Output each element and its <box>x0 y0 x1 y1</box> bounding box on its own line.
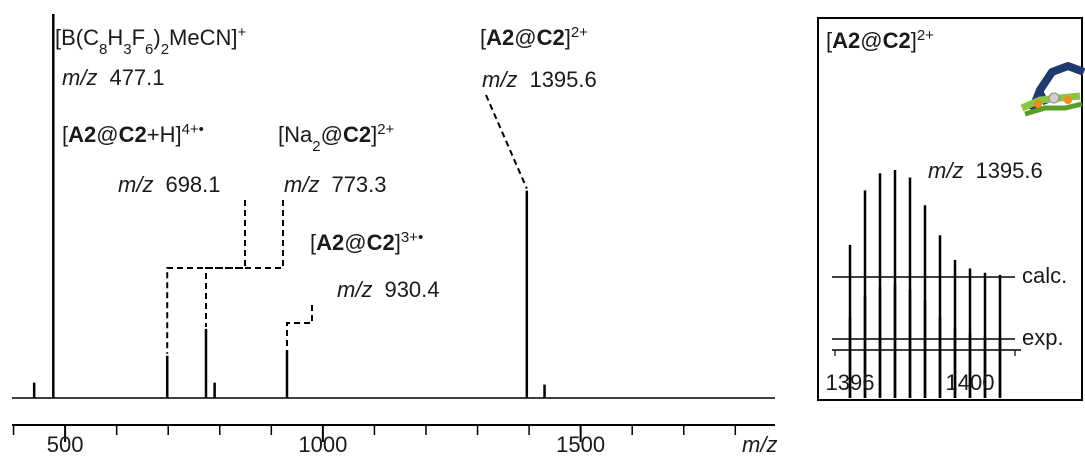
mz-label: m/z 698.1 <box>118 172 221 197</box>
x-tick-label: 500 <box>47 432 84 454</box>
label-part: A2 <box>832 28 860 53</box>
label-part: A2 <box>316 230 344 255</box>
mz-label: m/z 1395.6 <box>482 67 597 92</box>
molecule-guest <box>1049 93 1059 103</box>
label-part: 2+ <box>377 121 394 138</box>
label-part: + <box>238 24 247 41</box>
annotation-label: [B(C8H3F6)2MeCN]+ <box>55 24 247 58</box>
mz-label: m/z 773.3 <box>284 172 387 197</box>
x-tick-label: 1400 <box>946 370 995 395</box>
label-part: C2 <box>343 122 371 147</box>
label-part: 2 <box>161 41 169 58</box>
annotation-label: [A2@C2]3+• <box>310 229 423 256</box>
legend-label: exp. <box>1022 325 1064 350</box>
label-part: C2 <box>119 122 147 147</box>
molecule <box>1022 66 1084 114</box>
label-part: C2 <box>537 25 565 50</box>
mz-symbol: m/z <box>118 172 153 197</box>
label-part: @ <box>344 230 366 255</box>
mz-symbol: m/z <box>482 67 517 92</box>
leader-line <box>287 305 312 348</box>
label-part: H <box>107 25 123 50</box>
molecule-atom <box>1064 96 1072 104</box>
mz-label: m/z 1395.6 <box>928 158 1043 183</box>
label-part: 2+ <box>571 24 588 41</box>
annotation-label: [A2@C2]2+ <box>480 24 588 51</box>
mz-symbol: m/z <box>284 172 319 197</box>
label-part: @ <box>96 122 118 147</box>
mz-value: 477.1 <box>109 65 164 90</box>
mz-value: 773.3 <box>331 172 386 197</box>
label-part: @ <box>860 28 882 53</box>
label-part: C2 <box>367 230 395 255</box>
inset-title: [A2@C2]2+ <box>826 27 934 54</box>
label-part: C2 <box>883 28 911 53</box>
x-tick-label: 1000 <box>298 432 347 454</box>
legend-label: calc. <box>1022 263 1067 288</box>
mz-symbol: m/z <box>928 158 963 183</box>
x-axis-label: m/z <box>742 432 777 454</box>
mz-value: 698.1 <box>165 172 220 197</box>
label-part: 8 <box>99 41 107 58</box>
label-part: 3 <box>123 41 131 58</box>
x-tick-label: 1396 <box>826 370 875 395</box>
label-part: @ <box>514 25 536 50</box>
label-part: F <box>132 25 145 50</box>
annotation-label: [A2@C2+H]4+• <box>62 121 204 148</box>
figure: m/z 50010001500[B(C8H3F6)2MeCN]+m/z477.1… <box>0 0 1085 454</box>
label-part: [B(C <box>55 25 99 50</box>
leader-line <box>486 95 527 189</box>
label-part: 2+ <box>917 27 934 44</box>
label-part: A2 <box>486 25 514 50</box>
label-part: 3+• <box>401 229 423 246</box>
molecule-atom <box>1034 100 1042 108</box>
label-part: 4+• <box>182 121 204 138</box>
label-part: ) <box>153 25 160 50</box>
mz-value: 1395.6 <box>975 158 1042 183</box>
mz-label: m/z 477.1 <box>62 65 165 90</box>
label-part: MeCN] <box>169 25 237 50</box>
mz-label: m/z 930.4 <box>337 277 440 302</box>
mz-value: 930.4 <box>384 277 439 302</box>
mz-value: 1395.6 <box>529 67 596 92</box>
x-tick-label: 1500 <box>556 432 605 454</box>
label-part: +H] <box>147 122 182 147</box>
annotation-label: [Na2@C2]2+ <box>278 121 395 155</box>
label-part: A2 <box>68 122 96 147</box>
label-part: 2 <box>312 138 320 155</box>
label-part: @ <box>321 122 343 147</box>
mz-symbol: m/z <box>62 65 97 90</box>
mz-symbol: m/z <box>337 277 372 302</box>
label-part: [Na <box>278 122 313 147</box>
label-part: 6 <box>145 41 153 58</box>
